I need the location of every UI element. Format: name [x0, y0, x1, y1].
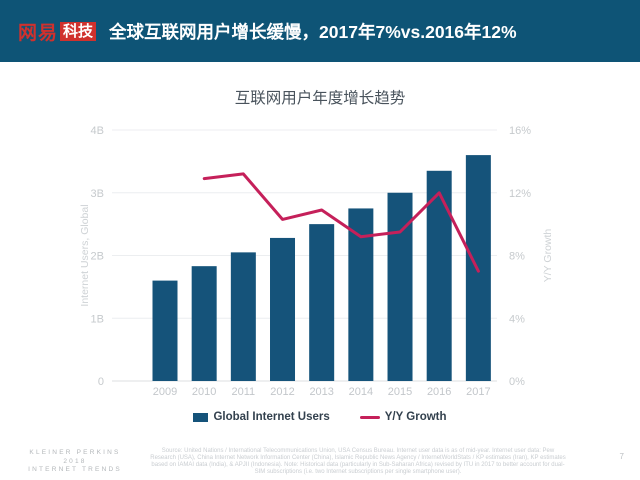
x-tick: 2009 [153, 386, 177, 398]
left-axis-tick: 0 [98, 376, 104, 388]
legend-label: Global Internet Users [213, 411, 330, 423]
bar-2009 [152, 280, 178, 381]
right-axis-tick: 12% [509, 188, 531, 200]
page-title: 全球互联网用户增长缓慢，2017年7%vs.2016年12% [109, 21, 517, 42]
legend-item: Y/Y Growth [359, 411, 447, 423]
left-axis-tick: 3B [91, 188, 104, 200]
left-axis-tick: 2B [91, 251, 104, 263]
footer-brand-block: KLEINER PERKINS 2018 INTERNET TRENDS [14, 449, 136, 475]
bar-2013 [309, 224, 335, 381]
bar-2012 [270, 237, 296, 381]
footer-brand-line: 2018 [63, 457, 87, 465]
legend-label: Y/Y Growth [384, 411, 447, 423]
logo-badge-text: 科技 [60, 21, 97, 41]
legend-item: Global Internet Users [193, 411, 330, 423]
chart-legend: Global Internet Users Y/Y Growth [0, 408, 640, 426]
right-axis-tick: 4% [509, 313, 525, 325]
netease-tech-logo: 网易 科技 [18, 18, 97, 45]
footer-brand-line: KLEINER PERKINS [29, 449, 121, 456]
chart-title: 互联网用户年度增长趋势 [234, 90, 406, 107]
bar-2015 [387, 192, 413, 381]
header-bar: 网易 科技 全球互联网用户增长缓慢，2017年7%vs.2016年12% [0, 0, 640, 62]
left-axis-tick: 4B [91, 125, 104, 137]
x-tick: 2010 [192, 386, 216, 398]
x-tick: 2015 [388, 386, 412, 398]
page-number: 7 [619, 452, 624, 461]
legend-swatch-line [359, 415, 380, 419]
right-axis-title: Y/Y Growth [542, 229, 554, 283]
left-axis-title: Internet Users, Global [79, 204, 91, 306]
x-tick: 2012 [270, 386, 294, 398]
bar-2011 [230, 252, 256, 381]
x-tick: 2017 [466, 386, 490, 398]
bar-2010 [191, 266, 217, 381]
right-axis-tick: 8% [509, 251, 525, 263]
x-tick: 2013 [309, 386, 333, 398]
right-axis-tick: 16% [509, 125, 531, 137]
left-axis-tick: 1B [91, 313, 104, 325]
x-tick: 2014 [349, 386, 373, 398]
logo-brand-text: 网易 [18, 22, 59, 44]
footer-brand-line: INTERNET TRENDS [28, 466, 122, 473]
x-tick: 2016 [427, 386, 451, 398]
growth-line [202, 172, 480, 273]
source-note: Source: United Nations / International T… [150, 448, 566, 475]
x-tick: 2011 [232, 386, 256, 398]
bar-2016 [426, 170, 452, 381]
right-axis-tick: 0% [509, 376, 525, 388]
legend-swatch-bar [193, 412, 209, 422]
chart-svg: 0 0% 1B 4% 2B 8% 3B 12% 4B 16% Internet Users, Glo… [79, 125, 554, 398]
